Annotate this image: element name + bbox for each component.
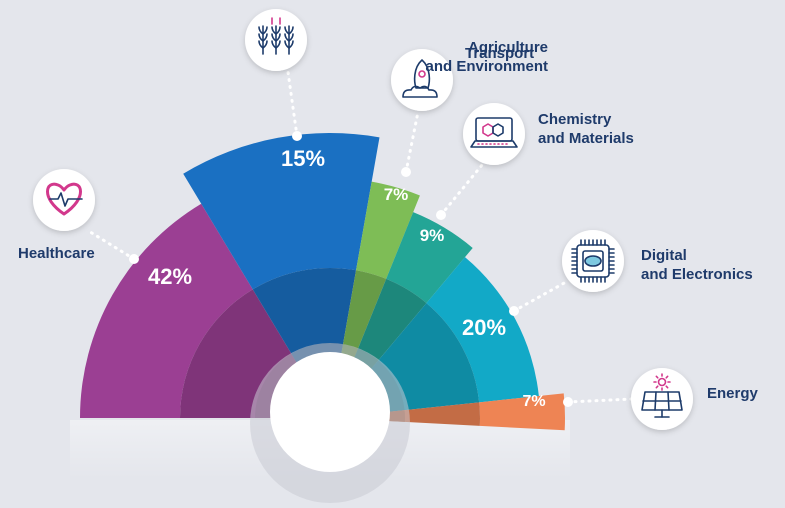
bubble-energy [631, 368, 693, 430]
sector-digital-and-electronics [426, 257, 539, 403]
category-label-line: Digital [641, 247, 687, 264]
rocket-icon [402, 59, 438, 98]
category-label-energy: Energy [707, 384, 758, 403]
leader-line-energy [566, 397, 634, 404]
category-label-transport: Transport [465, 44, 534, 63]
leader-dot-agriculture-and-environment [292, 131, 302, 141]
leader-dot-healthcare [129, 254, 139, 264]
wheat-icon [258, 17, 294, 55]
percent-label-healthcare: 42% [148, 264, 192, 289]
leader-dot-digital-and-electronics [509, 306, 519, 316]
category-label-digital-and-electronics: Digital and Electronics [641, 246, 753, 284]
chart-center [250, 343, 410, 503]
category-label-line: Energy [707, 385, 758, 402]
bubble-agriculture-and-environment [245, 9, 307, 71]
bubble-digital-and-electronics [562, 230, 624, 292]
category-label-line: and Electronics [641, 266, 753, 283]
category-label-healthcare: Healthcare [18, 244, 95, 263]
laptop-molecule-icon [470, 117, 518, 148]
leader-dot-chemistry-and-materials [436, 210, 446, 220]
category-label-line: and Materials [538, 130, 634, 147]
percent-label-energy: 7% [522, 393, 545, 410]
percent-labels: 42% 15% 7% 9% 20% 7% [148, 146, 546, 410]
percent-label-transport: 7% [384, 185, 409, 204]
sector-agriculture-and-environment [183, 133, 380, 290]
leader-line-transport [404, 110, 420, 174]
chip-icon [571, 239, 615, 283]
bubble-transport [391, 49, 453, 111]
leader-dot-transport [401, 167, 411, 177]
center-hub [270, 352, 390, 472]
category-label-line: Agriculture [467, 39, 548, 56]
percent-label-digital-and-electronics: 20% [462, 315, 506, 340]
leader-line-digital-and-electronics [512, 280, 568, 313]
category-label-line: Transport [465, 45, 535, 62]
percent-label-agriculture-and-environment: 15% [281, 146, 325, 171]
heart-pulse-icon [46, 182, 83, 216]
icon-bubbles [33, 9, 693, 430]
sector-healthcare [80, 203, 253, 418]
category-label-agriculture-and-environment: Agriculture and Environment [425, 38, 548, 76]
leader-line-chemistry-and-materials [439, 163, 484, 217]
leader-line-agriculture-and-environment [286, 70, 299, 138]
leader-lines [85, 70, 634, 407]
category-label-line: and Environment [425, 58, 548, 75]
category-label-line: Chemistry [538, 111, 612, 128]
bubble-chemistry-and-materials [463, 103, 525, 165]
category-label-chemistry-and-materials: Chemistry and Materials [538, 110, 634, 148]
leader-line-healthcare [85, 228, 136, 261]
percent-label-chemistry-and-materials: 9% [420, 226, 445, 245]
bubble-healthcare [33, 169, 95, 231]
sector-energy [479, 393, 565, 431]
leader-dot-energy [563, 397, 573, 407]
category-label-line: Healthcare [18, 245, 95, 262]
solar-panel-icon [641, 373, 683, 418]
sector-chemistry-and-materials [386, 212, 473, 304]
sector-transport [356, 181, 420, 279]
